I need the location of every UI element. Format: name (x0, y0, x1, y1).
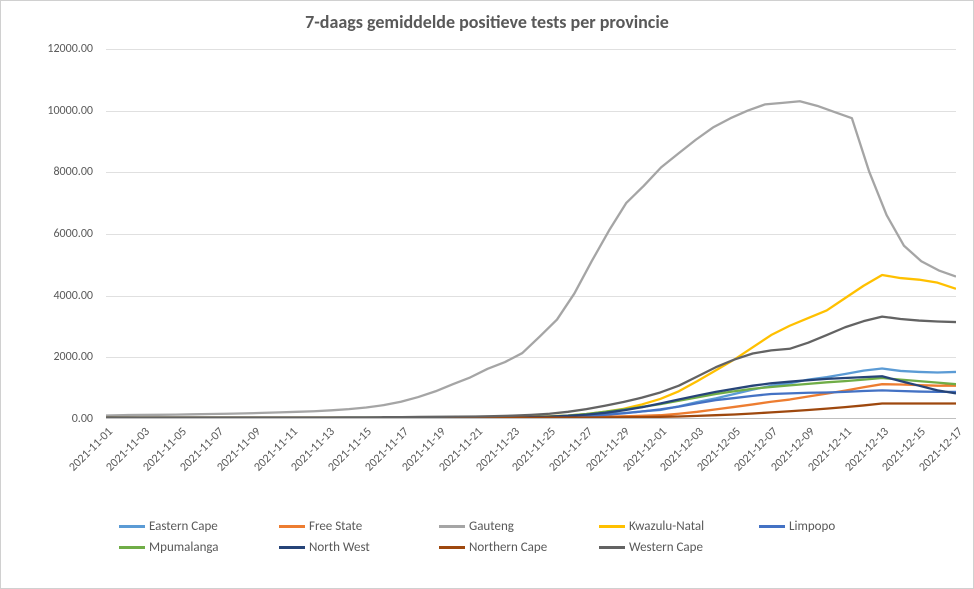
series-line (106, 101, 956, 415)
legend-item: Gauteng (439, 519, 599, 534)
legend-label: Mpumalanga (149, 540, 219, 555)
legend-item: Kwazulu-Natal (599, 519, 759, 534)
legend-label: Northern Cape (469, 540, 547, 555)
legend-item: Mpumalanga (119, 540, 279, 555)
legend-label: Kwazulu-Natal (629, 519, 704, 534)
y-tick-label: 8000.00 (53, 165, 93, 179)
chart-legend: Eastern Cape Free State Gauteng Kwazulu-Nat… (119, 519, 919, 555)
legend-label: Free State (309, 519, 362, 534)
legend-label: Eastern Cape (149, 519, 218, 534)
legend-item: Limpopo (759, 519, 919, 534)
legend-swatch (599, 525, 625, 528)
legend-swatch (279, 525, 305, 528)
legend-label: Western Cape (629, 540, 703, 555)
x-axis-labels: 2021-11-012021-11-032021-11-052021-11-07… (106, 425, 956, 515)
legend-swatch (759, 525, 785, 528)
legend-item: Eastern Cape (119, 519, 279, 534)
y-tick-label: 0.00 (72, 412, 93, 426)
y-tick-label: 12000.00 (47, 42, 93, 56)
legend-swatch (599, 546, 625, 549)
plot-area (106, 49, 956, 419)
legend-label: Limpopo (789, 519, 835, 534)
legend-swatch (439, 525, 465, 528)
legend-swatch (439, 546, 465, 549)
legend-swatch (119, 546, 145, 549)
legend-swatch (119, 525, 145, 528)
chart-title: 7-daags gemiddelde positieve tests per p… (1, 11, 973, 33)
series-line (106, 317, 956, 418)
chart-lines-svg (106, 49, 956, 418)
y-tick-label: 10000.00 (47, 104, 93, 118)
legend-item: Western Cape (599, 540, 759, 555)
series-line (106, 378, 956, 418)
y-tick-label: 4000.00 (53, 289, 93, 303)
legend-swatch (279, 546, 305, 549)
y-tick-label: 2000.00 (53, 350, 93, 364)
chart-container: 7-daags gemiddelde positieve tests per p… (0, 0, 974, 589)
legend-item: Free State (279, 519, 439, 534)
legend-label: Gauteng (469, 519, 514, 534)
y-axis-labels: 0.002000.004000.006000.008000.0010000.00… (1, 49, 101, 419)
legend-label: North West (309, 540, 370, 555)
legend-item: Northern Cape (439, 540, 599, 555)
y-tick-label: 6000.00 (53, 227, 93, 241)
legend-item: North West (279, 540, 439, 555)
